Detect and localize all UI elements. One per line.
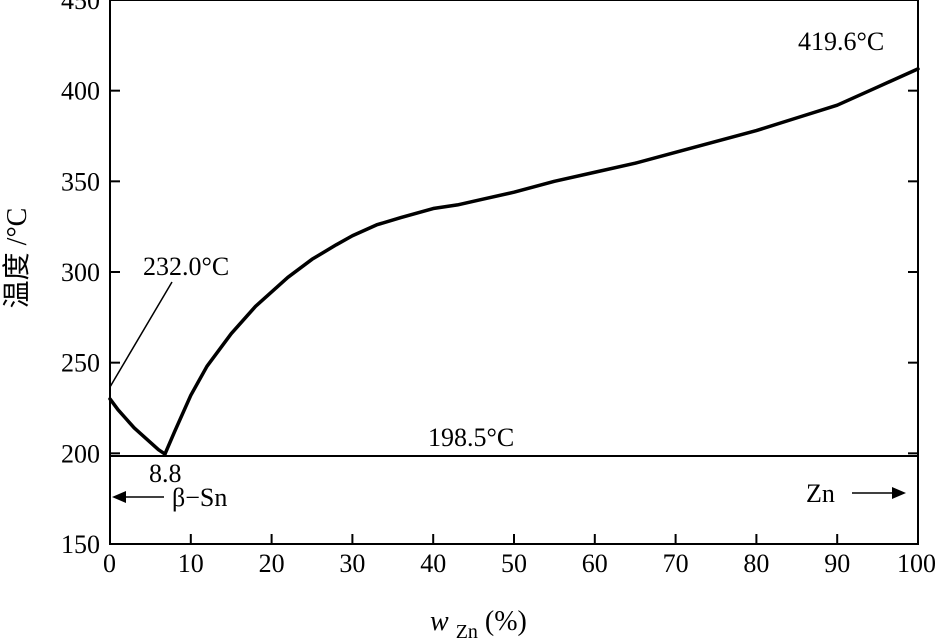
- x-tick-label: 20: [259, 549, 285, 578]
- x-tick-label: 10: [178, 549, 204, 578]
- x-axis-title-main: w: [430, 606, 449, 637]
- eutectic-comp-label: 8.8: [149, 459, 182, 488]
- x-tick-label: 50: [501, 549, 527, 578]
- y-tick-label: 150: [61, 530, 100, 559]
- plot-frame: [109, 0, 919, 545]
- y-tick-label: 250: [61, 349, 100, 378]
- x-tick-label: 90: [824, 549, 850, 578]
- zn-melting-label: 419.6°C: [798, 27, 884, 56]
- right-arrow-icon: [892, 487, 906, 499]
- y-tick-label: 450: [61, 0, 100, 15]
- x-tick-label: 40: [420, 549, 446, 578]
- left-phase-label: β−Sn: [172, 483, 227, 512]
- left-phase-indicator: β−Sn: [112, 483, 227, 512]
- right-phase-label: Zn: [806, 479, 835, 508]
- liquidus-curves: [108, 67, 920, 456]
- x-tick-label: 60: [582, 549, 608, 578]
- x-tick-label: 80: [743, 549, 769, 578]
- y-tick-label: 350: [61, 167, 100, 196]
- left-arrow-icon: [112, 491, 126, 503]
- liquidus-curve-2: [163, 67, 920, 456]
- right-phase-indicator: Zn: [806, 479, 906, 508]
- x-tick-label: 70: [663, 549, 689, 578]
- y-tick-label: 400: [61, 77, 100, 106]
- liquidus-curve-1: [108, 397, 167, 456]
- sn-melting-leader-line: [109, 281, 173, 388]
- y-axis-ticks: 150 200 250 300 350 400 450: [61, 0, 918, 559]
- x-axis-ticks: 0 10 20 30 40 50 60 70 80 90 100: [103, 534, 936, 578]
- x-axis-title-suffix: (%): [485, 606, 527, 637]
- y-axis-title: 温度 /°C: [1, 208, 33, 309]
- y-tick-label: 200: [61, 439, 100, 468]
- eutectic-temp-label: 198.5°C: [428, 423, 514, 452]
- sn-melting-label: 232.0°C: [143, 252, 229, 281]
- x-tick-label: 30: [339, 549, 365, 578]
- y-tick-label: 300: [61, 258, 100, 287]
- x-tick-label: 100: [897, 549, 936, 578]
- x-axis-title-sub: Zn: [456, 621, 478, 641]
- x-axis-title: w Zn (%): [430, 606, 527, 641]
- x-tick-label: 0: [103, 549, 116, 578]
